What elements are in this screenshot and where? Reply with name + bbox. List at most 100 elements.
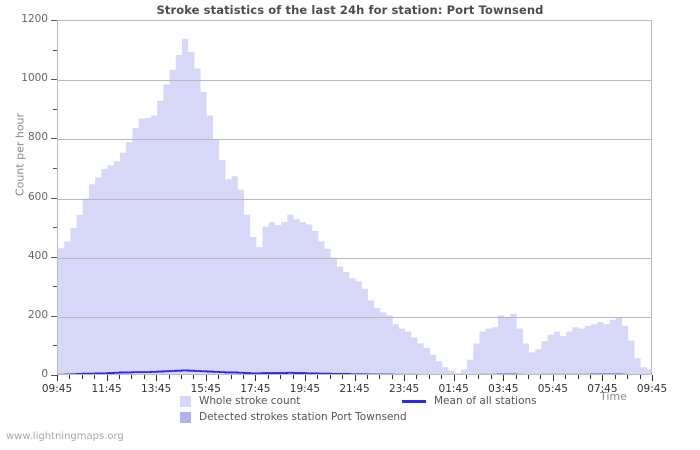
x-axis-minor-tick xyxy=(478,375,479,379)
x-axis-tick xyxy=(602,375,603,381)
x-axis-minor-tick xyxy=(69,375,70,379)
x-axis-tick-label: 17:45 xyxy=(240,383,271,395)
x-axis-tick xyxy=(652,375,653,381)
x-axis-minor-tick xyxy=(144,375,145,379)
x-axis-minor-tick xyxy=(119,375,120,379)
y-axis-tick-label: 200 xyxy=(27,308,48,321)
x-axis-tick xyxy=(503,375,504,381)
gridline xyxy=(58,258,651,259)
plot-area xyxy=(57,20,652,375)
x-axis-tick-label: 13:45 xyxy=(141,383,172,395)
x-axis-tick-label: 09:45 xyxy=(41,383,73,395)
x-axis-tick-label: 19:45 xyxy=(289,383,321,395)
series-canvas xyxy=(58,38,651,374)
chart-title: Stroke statistics of the last 24h for st… xyxy=(156,3,544,17)
x-axis-minor-tick xyxy=(416,375,417,379)
x-axis-minor-tick xyxy=(317,375,318,379)
x-axis-minor-tick xyxy=(466,375,467,379)
x-axis-tick-label: 07:45 xyxy=(587,383,618,395)
x-axis-minor-tick xyxy=(268,375,269,379)
x-axis-minor-tick xyxy=(169,375,170,379)
series-mean-of-all-stations xyxy=(58,369,630,374)
footer-attribution: www.lightningmaps.org xyxy=(6,431,124,442)
x-axis-minor-tick xyxy=(82,375,83,379)
x-axis-minor-tick xyxy=(578,375,579,379)
y-axis-minor-tick xyxy=(53,49,57,51)
x-axis-minor-tick xyxy=(627,375,628,379)
legend-label-mean-of-all-stations: Mean of all stations xyxy=(434,395,537,407)
x-axis-tick-label: 11:45 xyxy=(91,383,122,395)
x-axis-title: Time xyxy=(600,390,627,403)
x-axis-minor-tick xyxy=(379,375,380,379)
y-axis-minor-tick xyxy=(53,108,57,110)
x-axis-minor-tick xyxy=(640,375,641,379)
legend-line-mean-of-all-stations xyxy=(402,399,426,403)
y-axis-tick xyxy=(51,256,57,258)
x-axis-minor-tick xyxy=(243,375,244,379)
x-axis-minor-tick xyxy=(293,375,294,379)
x-axis-minor-tick xyxy=(528,375,529,379)
x-axis-minor-tick xyxy=(590,375,591,379)
y-axis-tick-label: 0 xyxy=(41,368,48,380)
y-axis-tick-label: 600 xyxy=(27,190,48,203)
y-axis-tick-label: 1000 xyxy=(21,72,48,85)
x-axis-tick-label: 03:45 xyxy=(488,383,519,395)
x-axis-tick xyxy=(553,375,554,381)
x-axis-minor-tick xyxy=(193,375,194,379)
x-axis-minor-tick xyxy=(94,375,95,379)
plot-inner xyxy=(58,21,651,374)
gridline xyxy=(58,139,651,140)
y-axis-tick-label: 400 xyxy=(27,249,48,262)
x-axis-tick-label: 09:45 xyxy=(636,383,668,395)
x-axis-minor-tick xyxy=(367,375,368,379)
x-axis-tick xyxy=(355,375,356,381)
x-axis-tick xyxy=(305,375,306,381)
x-axis-tick-label: 21:45 xyxy=(339,383,370,395)
x-axis-minor-tick xyxy=(441,375,442,379)
x-axis-minor-tick xyxy=(330,375,331,379)
x-axis-tick xyxy=(454,375,455,381)
legend-item-mean-of-all-stations: Mean of all stations xyxy=(402,395,537,407)
y-axis-minor-tick xyxy=(53,167,57,169)
gridline xyxy=(58,317,651,318)
x-axis-tick xyxy=(156,375,157,381)
legend-label-detected-strokes: Detected strokes station Port Townsend xyxy=(199,411,407,423)
y-axis-tick-label: 1200 xyxy=(21,13,48,25)
legend-swatch-whole-stroke-count xyxy=(180,395,191,407)
y-axis-minor-tick xyxy=(53,345,57,347)
gridline xyxy=(58,199,651,200)
x-axis-minor-tick xyxy=(392,375,393,379)
x-axis-minor-tick xyxy=(565,375,566,379)
x-axis-minor-tick xyxy=(540,375,541,379)
x-axis-minor-tick xyxy=(615,375,616,379)
y-axis-tick xyxy=(51,375,57,376)
y-axis-minor-tick xyxy=(53,227,57,229)
legend-label-whole-stroke-count: Whole stroke count xyxy=(199,395,301,407)
gridline xyxy=(58,80,651,81)
y-axis-minor-tick xyxy=(53,286,57,288)
legend-item-whole-stroke-count: Whole stroke count xyxy=(180,395,300,407)
x-axis-tick-label: 01:45 xyxy=(438,383,469,395)
chart-legend: Whole stroke count Detected strokes stat… xyxy=(180,394,660,428)
x-axis-minor-tick xyxy=(280,375,281,379)
x-axis-tick-label: 05:45 xyxy=(537,383,568,395)
y-axis-tick xyxy=(51,138,57,140)
legend-item-detected-strokes: Detected strokes station Port Townsend xyxy=(180,411,407,423)
y-axis-tick-label: 800 xyxy=(27,131,48,144)
x-axis-minor-tick xyxy=(218,375,219,379)
y-axis-tick xyxy=(51,20,57,21)
x-axis-minor-tick xyxy=(491,375,492,379)
x-axis-tick xyxy=(206,375,207,381)
x-axis-minor-tick xyxy=(429,375,430,379)
x-axis-minor-tick xyxy=(131,375,132,379)
y-axis-tick xyxy=(51,315,57,317)
x-axis-minor-tick xyxy=(231,375,232,379)
x-axis-minor-tick xyxy=(181,375,182,379)
x-axis-minor-tick xyxy=(342,375,343,379)
x-axis-tick xyxy=(404,375,405,381)
x-axis-tick-label: 23:45 xyxy=(388,383,420,395)
x-axis-tick xyxy=(255,375,256,381)
x-axis-tick-label: 15:45 xyxy=(190,383,221,395)
y-axis-tick xyxy=(51,79,57,81)
